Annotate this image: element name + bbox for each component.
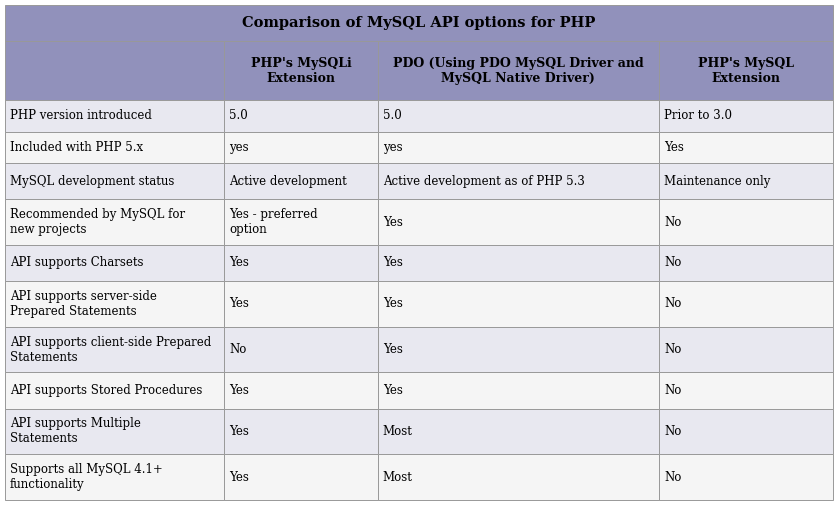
Text: Yes - preferred
option: Yes - preferred option [230, 208, 318, 236]
Bar [378, 199, 660, 245]
Bar [660, 245, 833, 281]
Text: Comparison of MySQL API options for PHP: Comparison of MySQL API options for PHP [242, 16, 596, 30]
Text: API supports client-side Prepared
Statements: API supports client-side Prepared Statem… [10, 336, 211, 364]
Bar [660, 132, 833, 163]
Bar [225, 373, 378, 409]
Bar [660, 281, 833, 327]
Text: No: No [665, 425, 681, 438]
Text: 5.0: 5.0 [383, 110, 401, 122]
Bar [378, 132, 660, 163]
Text: Yes: Yes [230, 257, 249, 270]
Text: API supports Stored Procedures: API supports Stored Procedures [10, 384, 202, 397]
Text: Active development: Active development [230, 175, 347, 187]
Bar [5, 41, 225, 100]
Text: No: No [230, 343, 247, 356]
Bar [660, 409, 833, 454]
Text: Yes: Yes [383, 384, 402, 397]
Bar [225, 132, 378, 163]
Bar [225, 245, 378, 281]
Text: Yes: Yes [230, 425, 249, 438]
Text: yes: yes [383, 141, 402, 154]
Bar [5, 163, 225, 199]
Bar [5, 281, 225, 327]
Bar [660, 163, 833, 199]
Bar [378, 409, 660, 454]
Text: PHP's MySQL
Extension: PHP's MySQL Extension [698, 57, 794, 85]
Text: Yes: Yes [383, 343, 402, 356]
Text: No: No [665, 216, 681, 229]
Bar [5, 409, 225, 454]
Text: Recommended by MySQL for
new projects: Recommended by MySQL for new projects [10, 208, 185, 236]
Text: PDO (Using PDO MySQL Driver and
MySQL Native Driver): PDO (Using PDO MySQL Driver and MySQL Na… [393, 57, 644, 85]
Text: API supports server-side
Prepared Statements: API supports server-side Prepared Statem… [10, 290, 157, 318]
Text: No: No [665, 343, 681, 356]
Text: Most: Most [383, 471, 412, 484]
Text: yes: yes [230, 141, 249, 154]
Bar [378, 373, 660, 409]
Bar [378, 245, 660, 281]
Text: PHP's MySQLi
Extension: PHP's MySQLi Extension [251, 57, 351, 85]
Text: Supports all MySQL 4.1+
functionality: Supports all MySQL 4.1+ functionality [10, 463, 163, 491]
Bar [5, 132, 225, 163]
Text: Active development as of PHP 5.3: Active development as of PHP 5.3 [383, 175, 584, 187]
Bar [5, 327, 225, 373]
Bar [378, 41, 660, 100]
Text: No: No [665, 471, 681, 484]
Bar [378, 163, 660, 199]
Text: API supports Charsets: API supports Charsets [10, 257, 143, 270]
Text: Yes: Yes [383, 297, 402, 311]
Text: Yes: Yes [665, 141, 684, 154]
Bar [5, 100, 225, 132]
Bar [660, 41, 833, 100]
Text: Yes: Yes [383, 216, 402, 229]
Bar [660, 100, 833, 132]
Bar [378, 454, 660, 500]
Text: Yes: Yes [230, 471, 249, 484]
Bar [5, 199, 225, 245]
Text: Included with PHP 5.x: Included with PHP 5.x [10, 141, 143, 154]
Bar [5, 245, 225, 281]
Bar [225, 454, 378, 500]
Text: MySQL development status: MySQL development status [10, 175, 174, 187]
Text: Most: Most [383, 425, 412, 438]
Bar [660, 199, 833, 245]
Bar [225, 199, 378, 245]
Bar [5, 5, 833, 41]
Text: Maintenance only: Maintenance only [665, 175, 770, 187]
Bar [660, 373, 833, 409]
Text: API supports Multiple
Statements: API supports Multiple Statements [10, 418, 141, 445]
Bar [660, 327, 833, 373]
Text: Yes: Yes [230, 384, 249, 397]
Text: Prior to 3.0: Prior to 3.0 [665, 110, 732, 122]
Bar [225, 327, 378, 373]
Text: PHP version introduced: PHP version introduced [10, 110, 152, 122]
Text: No: No [665, 297, 681, 311]
Text: No: No [665, 257, 681, 270]
Bar [225, 163, 378, 199]
Text: Yes: Yes [230, 297, 249, 311]
Bar [225, 100, 378, 132]
Bar [5, 454, 225, 500]
Text: Yes: Yes [383, 257, 402, 270]
Bar [378, 327, 660, 373]
Bar [225, 409, 378, 454]
Bar [660, 454, 833, 500]
Bar [5, 373, 225, 409]
Bar [378, 281, 660, 327]
Text: No: No [665, 384, 681, 397]
Text: 5.0: 5.0 [230, 110, 248, 122]
Bar [225, 41, 378, 100]
Bar [225, 281, 378, 327]
Bar [378, 100, 660, 132]
